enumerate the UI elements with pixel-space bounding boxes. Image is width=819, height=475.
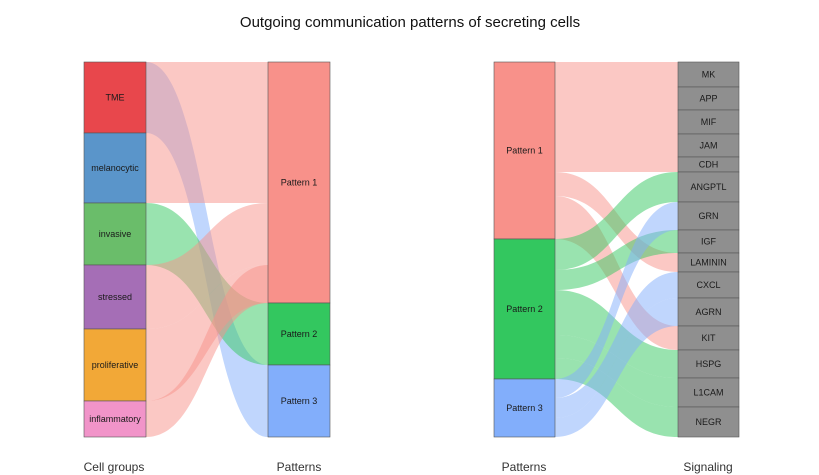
left-flows <box>146 62 268 437</box>
node-label-signal-grn: GRN <box>699 211 719 221</box>
left-nodes: TME melanocytic invasive stressed proliferat… <box>83 61 331 438</box>
node-tme <box>83 61 147 134</box>
flow-pattern-2-to-hspg <box>555 290 678 378</box>
right-nodes: Pattern 1 Pattern 2 Pattern 3 MK APP MIF JAM CD… <box>493 61 740 438</box>
flow-pattern-2-to-angptl <box>555 172 678 270</box>
node-label-signal-cdh: CDH <box>699 160 719 170</box>
flow-pattern-1-to-mif <box>555 110 678 134</box>
axis-label-patterns-right: Patterns <box>502 460 547 474</box>
node-label-signal-kit: KIT <box>701 333 716 343</box>
node-signal-angptl <box>677 171 740 203</box>
node-invasive <box>83 202 147 266</box>
node-label-inflammatory: inflammatory <box>89 414 141 424</box>
node-left-pattern-3 <box>267 364 331 438</box>
node-label-signal-negr: NEGR <box>695 417 722 427</box>
node-label-signal-laminin: LAMININ <box>690 258 727 268</box>
node-signal-grn <box>677 201 740 231</box>
node-signal-mk <box>677 61 740 88</box>
node-label-signal-igf: IGF <box>701 237 717 247</box>
right-alluvial-panel: Pattern 1 Pattern 2 Pattern 3 MK APP MIF JAM CD… <box>493 61 740 438</box>
flow-pattern-3-to-agrn <box>555 298 678 437</box>
node-label-right-pattern-2: Pattern 2 <box>506 304 543 314</box>
node-label-signal-hspg: HSPG <box>696 359 722 369</box>
node-signal-agrn <box>677 297 740 327</box>
node-signal-l1cam <box>677 377 740 408</box>
flow-pattern-1-to-app <box>555 87 678 110</box>
node-signal-hspg <box>677 349 740 379</box>
node-label-signal-mk: MK <box>702 70 716 80</box>
flow-pattern-1-to-cdh <box>555 157 678 172</box>
node-label-signal-jam: JAM <box>700 141 718 151</box>
node-label-tme: TME <box>106 93 125 103</box>
axis-label-cell-groups: Cell groups <box>84 460 145 474</box>
node-signal-negr <box>677 406 740 438</box>
flow-stressed-to-pattern-1 <box>146 203 268 329</box>
node-label-right-pattern-3: Pattern 3 <box>506 403 543 413</box>
flow-pattern-1-to-mk <box>555 62 678 87</box>
node-label-signal-cxcl: CXCL <box>696 280 720 290</box>
flow-pattern-3-to-grn <box>555 202 678 398</box>
node-stressed <box>83 264 147 330</box>
node-label-invasive: invasive <box>99 229 132 239</box>
node-label-melanocytic: melanocytic <box>91 163 139 173</box>
node-label-signal-l1cam: L1CAM <box>693 388 723 398</box>
flow-pattern-3-to-cxcl <box>555 272 678 418</box>
flow-tme-to-pattern-1 <box>146 62 268 133</box>
flow-melanocytic-to-pattern-1 <box>146 133 268 203</box>
axis-label-patterns-left: Patterns <box>277 460 322 474</box>
node-label-left-pattern-3: Pattern 3 <box>281 396 318 406</box>
node-label-left-pattern-2: Pattern 2 <box>281 329 318 339</box>
node-signal-mif <box>677 109 740 135</box>
node-label-signal-agrn: AGRN <box>695 307 721 317</box>
flow-inflammatory-to-pattern-1 <box>146 265 268 437</box>
node-right-pattern-1 <box>493 61 556 240</box>
flow-pattern-1-to-jam <box>555 134 678 157</box>
node-label-signal-mif: MIF <box>701 117 717 127</box>
figure-title: Outgoing communication patterns of secre… <box>240 14 580 31</box>
node-signal-kit <box>677 325 740 351</box>
node-right-pattern-2 <box>493 238 556 380</box>
node-signal-cxcl <box>677 271 740 299</box>
axis-label-signaling: Signaling <box>683 460 732 474</box>
node-label-stressed: stressed <box>98 292 132 302</box>
node-left-pattern-1 <box>267 61 331 304</box>
node-proliferative <box>83 328 147 402</box>
node-label-signal-angptl: ANGPTL <box>690 182 726 192</box>
left-alluvial-panel: TME melanocytic invasive stressed proliferat… <box>83 61 331 438</box>
node-inflammatory <box>83 400 147 438</box>
node-label-signal-app: APP <box>699 94 717 104</box>
node-right-pattern-3 <box>493 378 556 438</box>
node-left-pattern-2 <box>267 302 331 366</box>
right-flows <box>555 62 678 437</box>
node-label-right-pattern-1: Pattern 1 <box>506 146 543 156</box>
node-label-proliferative: proliferative <box>92 360 139 370</box>
node-label-left-pattern-1: Pattern 1 <box>281 178 318 188</box>
